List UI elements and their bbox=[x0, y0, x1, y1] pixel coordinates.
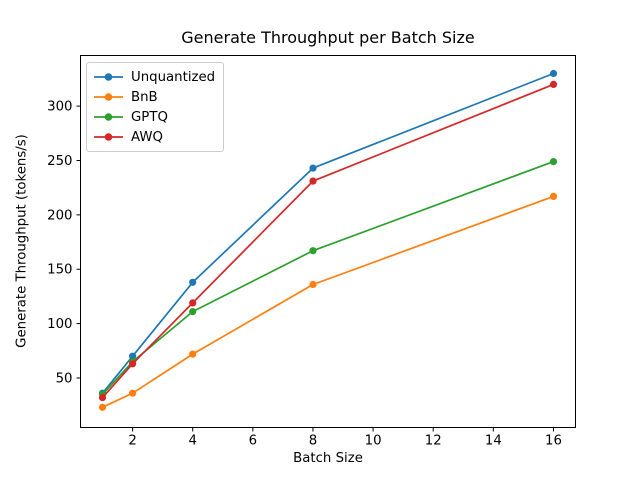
x-tick-label: 4 bbox=[188, 434, 196, 449]
y-tick-label: 200 bbox=[47, 208, 72, 223]
series-unquantized-marker bbox=[189, 278, 197, 286]
series-unquantized-marker bbox=[129, 352, 137, 360]
x-tick-label: 14 bbox=[485, 434, 502, 449]
legend-marker-awq bbox=[94, 133, 123, 141]
series-gptq-line bbox=[101, 160, 555, 396]
y-tick-label: 100 bbox=[47, 317, 72, 332]
axes-layer: 2 4 6 8 10 12 14 16 50 100 150 200 250 300 bbox=[47, 55, 576, 449]
legend-label-gptq: GPTQ bbox=[131, 109, 168, 125]
series-bnb bbox=[98, 192, 558, 411]
axes-spines bbox=[80, 55, 576, 428]
series-bnb-marker bbox=[549, 192, 558, 200]
series-awq-marker bbox=[98, 394, 107, 402]
series-bnb-line bbox=[101, 195, 555, 409]
legend-label-bnb: BnB bbox=[131, 89, 158, 105]
legend-item-unquantized: Unquantized bbox=[93, 67, 215, 87]
series-gptq-marker bbox=[549, 158, 558, 166]
series-unquantized-marker bbox=[309, 164, 317, 172]
series-bnb-marker bbox=[189, 350, 197, 358]
series-awq bbox=[98, 80, 558, 402]
series-awq-marker bbox=[189, 299, 197, 307]
series-gptq bbox=[98, 158, 558, 398]
legend-marker-gptq bbox=[94, 113, 123, 121]
y-tick-label: 150 bbox=[47, 263, 72, 278]
y-tick-label: 50 bbox=[56, 371, 73, 386]
x-tick-label: 10 bbox=[365, 434, 382, 449]
y-axis-label: Generate Throughput (tokens/s) bbox=[14, 134, 30, 348]
legend-label-unquantized: Unquantized bbox=[131, 69, 216, 85]
series-unquantized-marker bbox=[549, 69, 558, 78]
legend-label-awq: AWQ bbox=[131, 129, 163, 145]
series-bnb-marker bbox=[129, 389, 137, 397]
x-tick-label: 16 bbox=[545, 434, 562, 449]
legend-item-awq: AWQ bbox=[93, 127, 215, 147]
y-tick-label: 250 bbox=[47, 154, 72, 169]
x-tick-label: 12 bbox=[425, 434, 442, 449]
legend-item-gptq: GPTQ bbox=[93, 107, 215, 127]
series-layer bbox=[98, 69, 558, 411]
chart-title: Generate Throughput per Batch Size bbox=[181, 28, 475, 47]
series-awq-marker bbox=[129, 360, 137, 368]
legend-item-bnb: BnB bbox=[93, 87, 215, 107]
x-tick-label: 6 bbox=[249, 434, 257, 449]
x-tick-label: 2 bbox=[128, 434, 136, 449]
series-awq-marker bbox=[309, 177, 317, 185]
x-axis-label: Batch Size bbox=[293, 451, 363, 466]
series-gptq-marker bbox=[309, 247, 317, 255]
x-tick-label: 8 bbox=[309, 434, 317, 449]
series-bnb-marker bbox=[98, 403, 107, 411]
legend-marker-unquantized bbox=[94, 73, 123, 81]
series-gptq-marker bbox=[189, 308, 197, 316]
y-tick-label: 300 bbox=[47, 100, 72, 115]
legend: Unquantized BnB GPTQ AWQ bbox=[86, 62, 225, 152]
series-awq-marker bbox=[549, 80, 558, 88]
legend-marker-bnb bbox=[94, 93, 123, 101]
series-bnb-marker bbox=[309, 280, 317, 289]
